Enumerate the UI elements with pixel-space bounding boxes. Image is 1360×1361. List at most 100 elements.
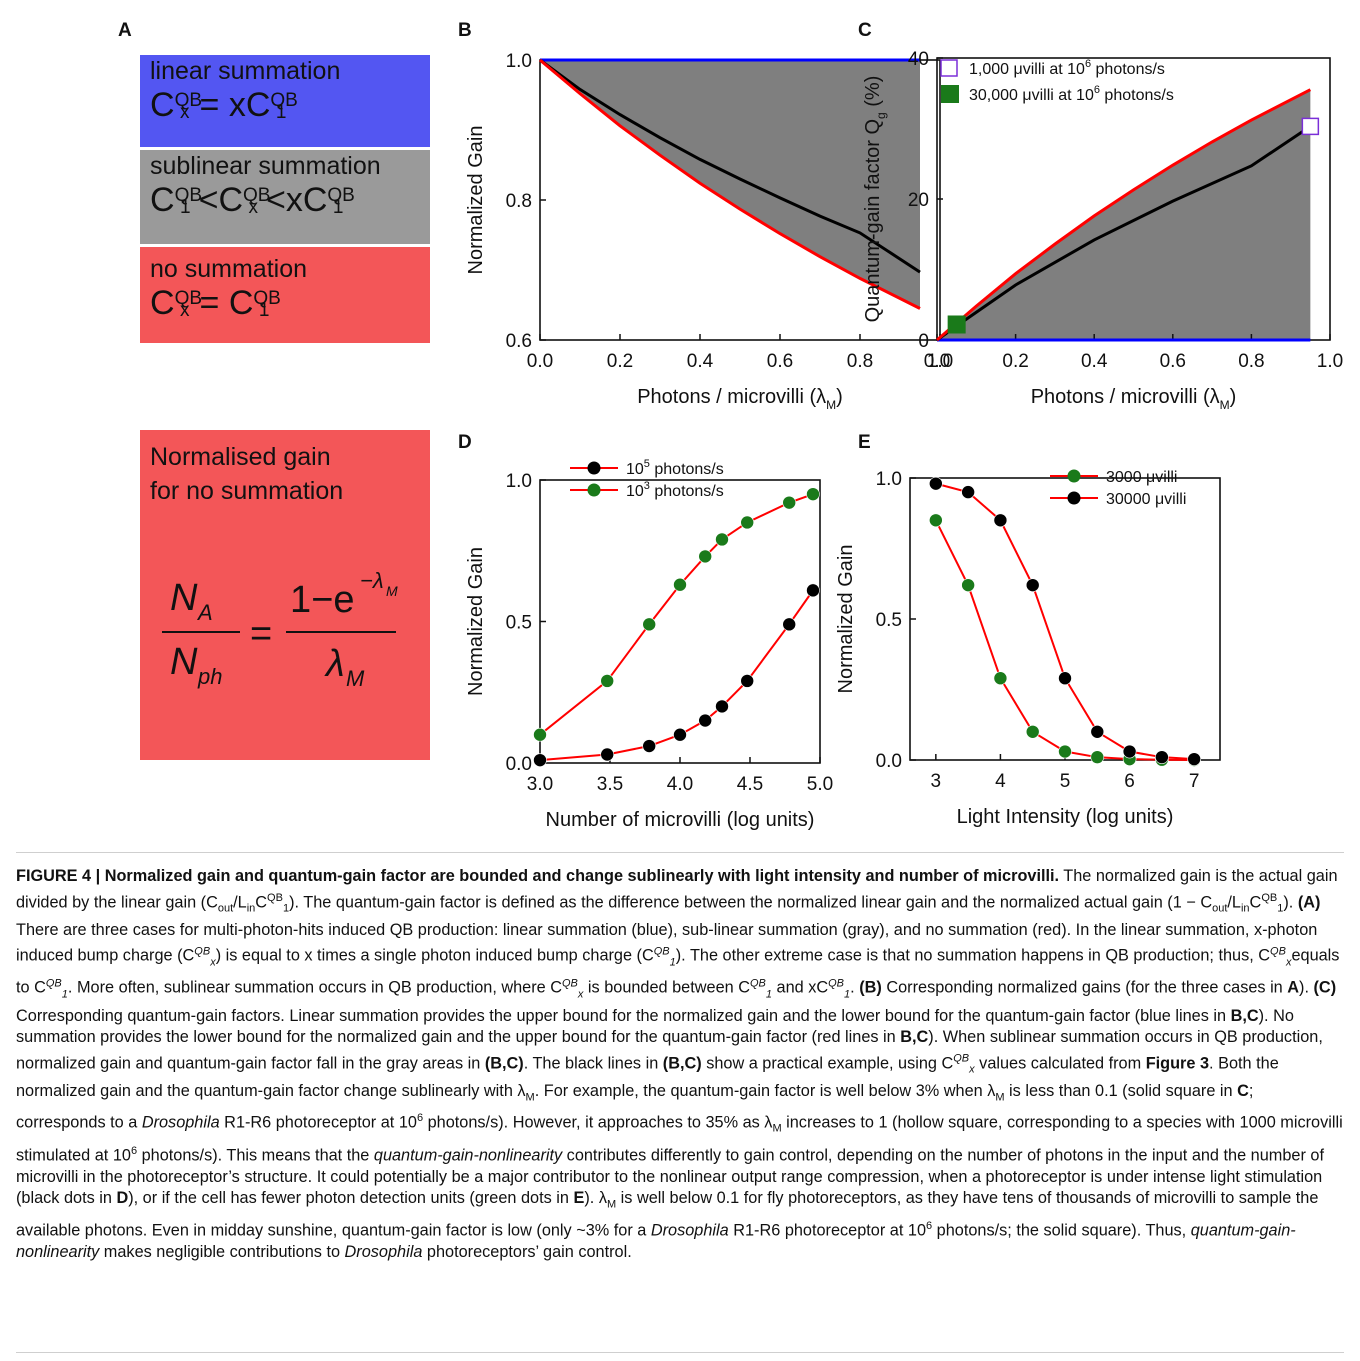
caption-sub: 1 [765,988,772,1001]
data-point [715,532,729,547]
x-tick-label: 3.5 [597,774,623,795]
gain-box-line2: for no summation [150,477,344,505]
y-axis-label: Quantum-gain factor Qg (%) [862,76,888,323]
x-tick-label: 0.2 [1002,351,1028,372]
caption-text: and xC [772,978,829,997]
caption-sup: 6 [130,1144,138,1157]
data-point [740,515,755,530]
caption-sup: 6 [416,1112,424,1125]
series-line [539,58,921,274]
caption-text: . Both the normalized gain and the quant… [16,1053,1279,1100]
caption-text: ). No summation provides the lower bound… [16,1006,1294,1047]
caption-ref: A [1287,978,1300,997]
no-summation-title: no summation [150,255,308,283]
caption-sub: M [525,1090,535,1103]
formula-rhs-num: 1−e [290,579,354,621]
data-point [698,713,713,728]
caption-text: . More often, sublinear summation occurs… [67,978,562,997]
y-tick-label: 0.5 [506,613,532,634]
caption-text: ) is equal to x times a single photon in… [215,946,654,965]
normalised-gain-box: Normalised gain for no summation N A N p… [140,430,430,760]
data-point [993,513,1008,528]
legend-label: 103 photons/s [626,480,724,500]
y-axis-label: Normalized Gain [835,545,857,694]
data-point [1155,750,1169,764]
x-axis-label: Light Intensity (log units) [957,806,1174,828]
sublinear-summation-title: sublinear summation [150,152,381,180]
panel-label-b: B [458,20,472,41]
caption-text: . The black lines in [523,1053,663,1072]
caption-text: contributes differently to gain control,… [16,1146,1324,1208]
data-point [698,549,713,564]
caption-sub: x [210,955,216,968]
caption-sup: 6 [926,1219,933,1232]
y-tick-label: 0.6 [506,331,532,352]
data-point [1090,724,1105,739]
caption-ref-c: (C) [1313,978,1337,997]
legend-label: 3000 μvilli [1106,469,1177,486]
caption-sub: 1 [61,988,68,1001]
caption-text: R1-R6 photoreceptor at 10 [728,1221,927,1240]
caption-ref-b: (B) [859,978,882,997]
x-axis-label: Number of microvilli (log units) [546,809,815,831]
y-tick-label: 0.5 [876,610,902,631]
data-point [642,739,656,753]
caption-text: increases to 1 (hollow square, correspon… [16,1113,1343,1165]
caption-sub: 1 [1277,902,1284,915]
series-line [934,519,1195,761]
series-line [539,493,814,736]
data-point [929,513,943,528]
data-point [533,727,547,742]
data-point [806,487,820,501]
formula-rhs-exp: −λ [360,568,384,593]
caption-term: quantum-gain-nonlinearity [16,1221,1296,1261]
x-tick-label: 5.0 [807,774,833,795]
x-tick-label: 4.0 [667,774,693,795]
caption-text: /L [233,892,247,911]
no-summation-equation: CQBx = CQB1 [150,284,281,322]
formula-equals: = [250,613,272,655]
normalised-gain-title: Normalised gain for no summation [150,440,430,508]
formula-lhs-den-sub: ph [197,664,222,689]
formula-lhs-num-sub: A [196,600,213,625]
data-point [673,727,687,742]
chart-e: 3 4 5 6 7 0.0 0.5 1.0 Light Intensity (log units… [835,469,1221,828]
caption-text: ). [1283,892,1294,911]
caption-text: ). [1299,978,1309,997]
caption-sup: QB [828,977,845,990]
caption-text: R1-R6 photoreceptor at 10 [219,1113,417,1132]
data-point [1025,578,1040,592]
caption-text: show a practical example, using C [701,1053,954,1072]
caption-text: Corresponding quantum-gain factors. Line… [16,1006,1231,1025]
legend-marker [1067,469,1081,483]
caption-ref-a: (A) [1297,892,1321,911]
gain-box-line1: Normalised gain [150,443,331,471]
caption-sub: 1 [844,988,851,1001]
caption-text: is bounded between C [583,978,750,997]
y-axis-label: Normalized Gain [465,547,487,696]
x-tick-label: 0.0 [527,351,553,372]
figure-4: A linear summation CQBx = xCQB1 sublinear… [118,20,1343,831]
caption-sup: QB [194,945,211,958]
panel-label-e: E [858,432,871,453]
no-summation-box: no summation CQBx = CQB1 [140,247,430,343]
caption-ref: B,C [900,1028,929,1047]
data-point [1122,744,1137,759]
caption-ref: E [573,1189,585,1208]
caption-sub: out [1212,902,1228,915]
x-tick-label: 0.8 [847,351,873,372]
formula-lhs-num: N [170,577,198,619]
x-axis-label: Photons / microvilli (λM) [637,386,843,412]
legend-marker [587,461,601,475]
y-tick-label: 1.0 [506,51,532,72]
formula-rhs-exp-sub: M [386,583,398,599]
x-tick-label: 5 [1060,771,1071,792]
legend-marker [587,483,601,497]
formula-rhs-den: λ [324,643,345,685]
caption-text: photons/s; the solid square). Thus, [932,1221,1191,1240]
data-point [929,476,943,491]
caption-text: equals to C [16,946,1340,997]
data-point [642,617,656,632]
data-point [1058,671,1072,686]
